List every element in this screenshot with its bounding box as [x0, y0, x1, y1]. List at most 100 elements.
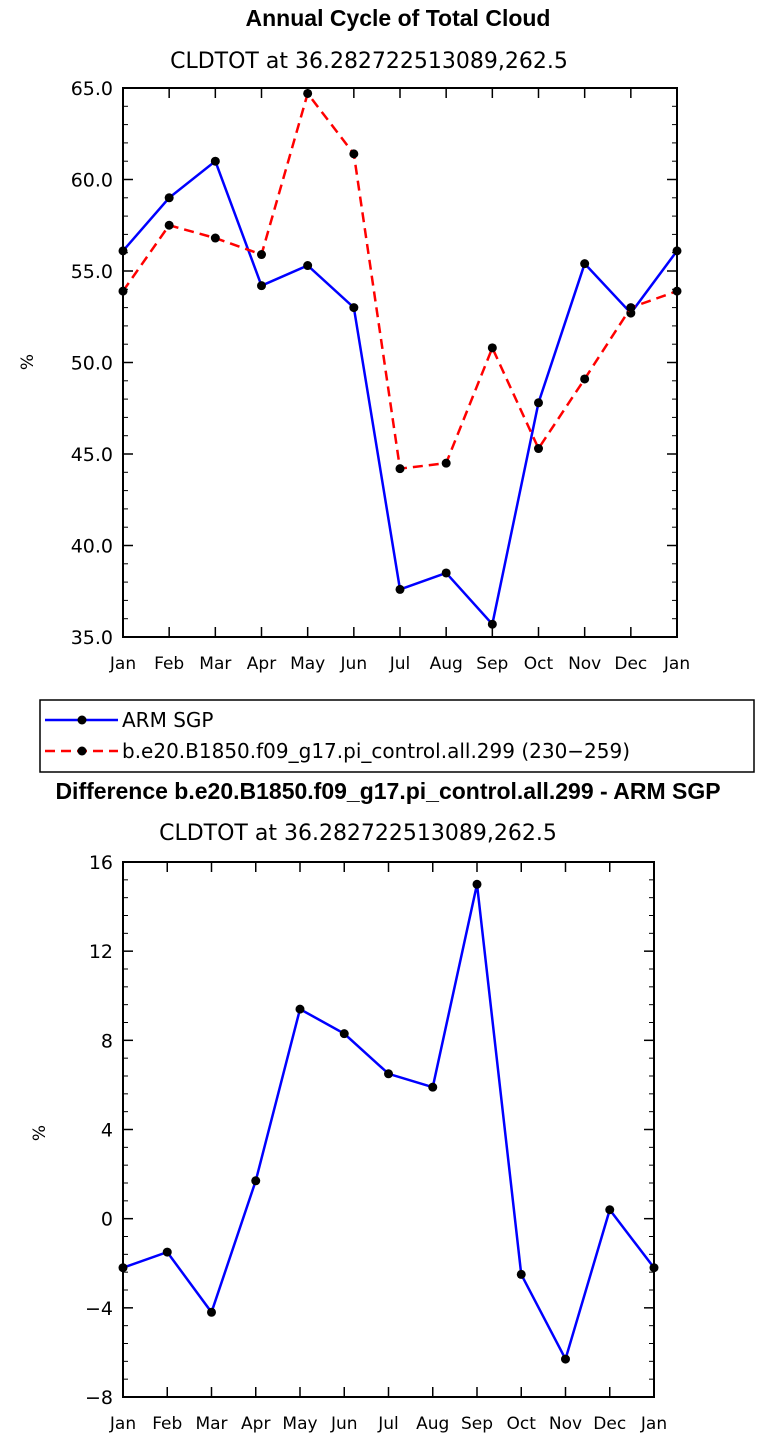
chart2-series-0-point [251, 1176, 261, 1186]
chart1-ytick-label: 65.0 [71, 78, 113, 100]
chart2-series-0-point [649, 1263, 659, 1273]
chart2-xtick-label: Sep [461, 1414, 493, 1434]
chart1-ylabel: % [18, 354, 38, 370]
chart1-subtitle: CLDTOT at 36.282722513089,262.5 [170, 49, 568, 74]
chart1-series-0-point [672, 246, 682, 256]
chart1-series-1-point [118, 286, 128, 296]
chart1-series-1-point [441, 458, 451, 468]
chart2-xtick-label: Aug [416, 1414, 449, 1434]
chart2-xtick-label: Nov [549, 1414, 582, 1434]
chart2-subtitle: CLDTOT at 36.282722513089,262.5 [159, 821, 557, 846]
chart1-xtick-label: May [290, 654, 325, 674]
chart1-series-0-point [395, 584, 405, 594]
chart2-series-line-0 [122, 884, 655, 1363]
chart2-series [118, 879, 659, 1364]
chart1-series-0-point [580, 259, 590, 269]
chart2-xtick-label: Apr [241, 1414, 270, 1434]
chart2-ytick-label: 16 [89, 852, 113, 874]
chart2-series-0-point [605, 1205, 615, 1215]
chart1-series-0-point [487, 619, 497, 629]
chart1-xtick-label: Feb [154, 654, 184, 674]
chart1-series-1-point [626, 303, 636, 313]
chart2-series-0-point [339, 1029, 349, 1039]
chart1-series-1-point [303, 88, 313, 98]
chart1-xtick-label: Sep [476, 654, 508, 674]
chart1-xtick-label: Jun [340, 654, 368, 674]
chart1-series-1-point [487, 343, 497, 353]
difference-chart: Difference b.e20.B1850.f09_g17.pi_contro… [30, 778, 721, 1434]
chart2-ytick-label: 8 [101, 1030, 113, 1052]
chart2-ytick-label: −4 [85, 1298, 113, 1320]
chart2-xtick-label: Jan [640, 1414, 667, 1434]
chart1-xtick-label: Aug [430, 654, 463, 674]
chart2-xtick-label: Mar [195, 1414, 227, 1434]
chart2-xtick-label: May [282, 1414, 317, 1434]
chart1-series-1-point [395, 464, 405, 474]
chart1-xtick-label: Dec [614, 654, 647, 674]
chart1-series-0-point [441, 568, 451, 578]
chart1-xtick-label: Jul [389, 654, 411, 674]
chart1-series [118, 88, 682, 629]
chart1-xtick-label: Oct [524, 654, 554, 674]
chart1-series-0-point [210, 156, 220, 166]
chart2-series-0-point [384, 1069, 393, 1079]
legend-marker-1 [77, 746, 87, 756]
legend-label-1: b.e20.B1850.f09_g17.pi_control.all.299 (… [122, 739, 630, 763]
chart1-series-0-point [164, 193, 174, 203]
chart1-series-line-0 [122, 159, 679, 627]
legend-box [39, 699, 755, 773]
chart2-xtick-label: Jan [109, 1414, 136, 1434]
chart1-ytick-label: 50.0 [71, 353, 113, 375]
chart1-ytick-label: 35.0 [71, 627, 113, 649]
chart2-series-0-point [516, 1269, 526, 1279]
chart2-series-0-point [207, 1307, 216, 1317]
chart1-series-0-point [534, 398, 543, 408]
chart1-axes: 35.0 40.0 45.0 50.0 55.0 60.0 65.0 Jan Feb Mar Apr… [71, 78, 690, 674]
chart1-ytick-label: 55.0 [71, 261, 113, 283]
legend-marker-0 [77, 715, 87, 725]
chart2-ytick-label: −8 [85, 1387, 113, 1409]
chart1-series-line-1 [121, 90, 678, 471]
chart1-series-0-point [303, 261, 313, 271]
chart2-ytick-label: 4 [101, 1120, 113, 1142]
chart1-series-1-point [534, 444, 543, 454]
chart2-series-0-point [162, 1247, 172, 1257]
chart1-series-1-point [672, 286, 682, 296]
annual-cycle-chart: Annual Cycle of Total Cloud CLDTOT at 36… [18, 5, 690, 674]
chart1-xtick-label: Mar [199, 654, 231, 674]
chart2-plot-frame [122, 861, 655, 1398]
chart1-series-1-point [580, 374, 590, 384]
chart2-series-0-point [561, 1354, 570, 1364]
chart2-ytick-label: 12 [89, 941, 113, 963]
chart1-xtick-label: Jan [663, 654, 690, 674]
chart1-ytick-label: 40.0 [71, 536, 113, 558]
legend-entries: ARM SGP b.e20.B1850.f09_g17.pi_control.al… [45, 708, 630, 763]
chart1-series-0-point [118, 246, 128, 256]
chart1-ytick-label: 60.0 [71, 170, 113, 192]
chart2-series-0-point [295, 1004, 305, 1014]
chart2-axes: −8 −4 0 4 8 12 16 Jan Feb Mar Apr May Jun Jul Aug Sep Oc… [85, 852, 667, 1434]
chart2-xtick-label: Feb [152, 1414, 182, 1434]
chart1-series-1-point [210, 233, 220, 243]
chart1-xtick-label: Nov [568, 654, 601, 674]
chart1-xtick-label: Jan [109, 654, 136, 674]
chart2-series-0-point [428, 1082, 438, 1092]
chart1-title: Annual Cycle of Total Cloud [246, 5, 551, 31]
chart2-xtick-label: Oct [507, 1414, 537, 1434]
chart2-ylabel: % [30, 1125, 50, 1141]
chart2-series-0-point [472, 879, 482, 889]
chart1-series-0-point [257, 281, 266, 291]
chart1-series-1-point [257, 250, 266, 260]
chart2-xtick-label: Jun [330, 1414, 358, 1434]
chart2-xtick-label: Dec [593, 1414, 626, 1434]
chart1-xtick-label: Apr [247, 654, 276, 674]
chart2-series-0-point [118, 1263, 128, 1273]
legend-label-0: ARM SGP [122, 708, 213, 732]
chart1-series-1-point [349, 149, 359, 159]
chart2-xtick-label: Jul [377, 1414, 399, 1434]
chart1-ytick-label: 45.0 [71, 444, 113, 466]
legend: ARM SGP b.e20.B1850.f09_g17.pi_control.al… [39, 699, 755, 773]
chart1-series-1-point [164, 220, 174, 230]
chart2-ytick-label: 0 [101, 1209, 113, 1231]
